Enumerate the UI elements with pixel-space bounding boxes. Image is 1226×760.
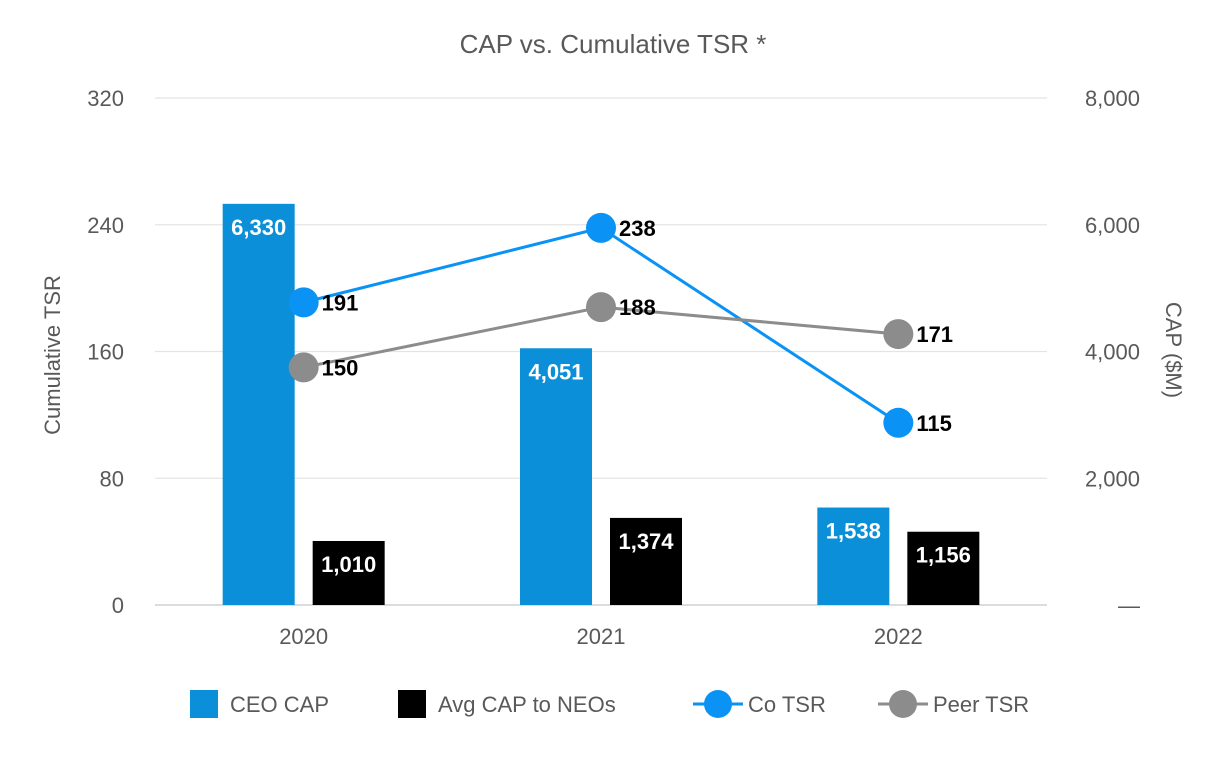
right-tick-label: 6,000	[1085, 213, 1140, 238]
bar	[817, 507, 890, 605]
left-axis-ticks: 0 80 160 240 320	[87, 86, 124, 618]
legend-label: Co TSR	[748, 692, 826, 717]
bar-data-label: 1,374	[618, 529, 674, 554]
data-point	[883, 319, 914, 350]
right-tick-label: 8,000	[1085, 86, 1140, 111]
left-tick-label: 80	[100, 466, 124, 491]
data-point	[288, 352, 319, 383]
point-data-label: 191	[322, 290, 359, 315]
x-tick-label: 2020	[279, 624, 328, 649]
point-data-label: 150	[322, 355, 359, 380]
bar-data-label: 1,010	[321, 552, 376, 577]
x-tick-label: 2021	[577, 624, 626, 649]
legend-swatch	[190, 690, 218, 718]
legend: CEO CAP Avg CAP to NEOs Co TSR Peer TSR	[190, 690, 1029, 718]
legend-swatch	[398, 690, 426, 718]
right-axis-title: CAP ($M)	[1161, 302, 1186, 398]
point-data-label: 238	[619, 216, 656, 241]
data-point	[586, 292, 616, 323]
bar	[222, 203, 295, 605]
chart-title: CAP vs. Cumulative TSR *	[460, 29, 767, 59]
data-point	[883, 407, 914, 438]
point-data-label: 171	[916, 322, 953, 347]
bar-data-label: 6,330	[231, 215, 286, 240]
legend-label: Avg CAP to NEOs	[438, 692, 616, 717]
bar	[520, 348, 592, 605]
left-tick-label: 320	[87, 86, 124, 111]
left-tick-label: 240	[87, 213, 124, 238]
right-tick-label: —	[1118, 593, 1140, 618]
left-axis-title: Cumulative TSR	[40, 275, 65, 435]
gridlines	[155, 97, 1047, 606]
bar	[907, 531, 980, 605]
legend-label: Peer TSR	[933, 692, 1029, 717]
bar	[610, 517, 682, 605]
x-axis-ticks: 2020 2021 2022	[279, 624, 923, 649]
point-data-label: 188	[619, 295, 656, 320]
bar-data-label: 1,156	[916, 543, 971, 568]
right-axis-ticks: — 2,000 4,000 6,000 8,000	[1085, 86, 1140, 618]
bars: 6,330 4,051 1,538 1,010 1,374 1,156	[222, 203, 980, 605]
legend-label: CEO CAP	[230, 692, 329, 717]
right-tick-label: 4,000	[1085, 340, 1140, 365]
bar	[312, 540, 385, 605]
data-point	[586, 212, 616, 243]
data-point	[288, 287, 319, 318]
x-tick-label: 2022	[874, 624, 923, 649]
right-tick-label: 2,000	[1085, 466, 1140, 491]
bar-data-label: 4,051	[528, 359, 583, 384]
legend-marker	[704, 690, 732, 718]
point-data-label: 115	[916, 411, 952, 436]
left-tick-label: 0	[112, 593, 124, 618]
bar-data-label: 1,538	[826, 519, 881, 544]
left-tick-label: 160	[87, 340, 124, 365]
legend-marker	[889, 690, 917, 718]
lines: 191 238 115 150 188 171	[288, 212, 953, 438]
